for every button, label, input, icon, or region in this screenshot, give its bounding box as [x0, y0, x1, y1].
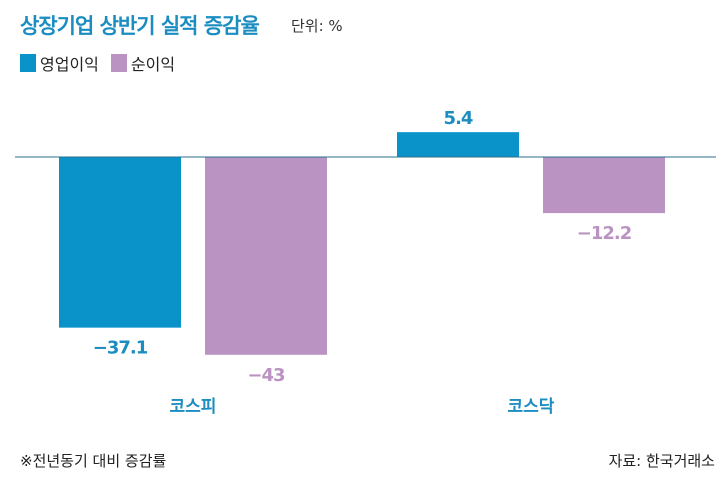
legend-label: 영업이익 [40, 55, 99, 74]
legend-label: 순이익 [130, 55, 176, 74]
unit-label: 단위: % [291, 17, 343, 35]
category-label: 코스닥 [508, 397, 555, 417]
legend-swatch-operating [20, 54, 36, 72]
data-label: −43 [247, 365, 285, 386]
data-label: −12.2 [577, 223, 632, 244]
chart-title: 상장기업 상반기 실적 증감율 [20, 14, 260, 38]
data-label: −37.1 [93, 338, 148, 359]
bar-1-0 [397, 132, 519, 157]
source: 자료: 한국거래소 [608, 452, 715, 470]
data-label: 5.4 [444, 108, 473, 129]
bar-0-1 [205, 157, 327, 355]
category-label: 코스피 [170, 397, 217, 417]
legend-item-operating: 영업이익 [20, 51, 99, 75]
legend-swatch-net [110, 54, 127, 72]
bar-1-1 [543, 157, 665, 214]
legend-item-net: 순이익 [110, 51, 176, 75]
footnote: ※전년동기 대비 증감률 [20, 452, 167, 470]
legend: 영업이익 순이익 [20, 51, 187, 75]
bar-0-0 [59, 157, 181, 328]
